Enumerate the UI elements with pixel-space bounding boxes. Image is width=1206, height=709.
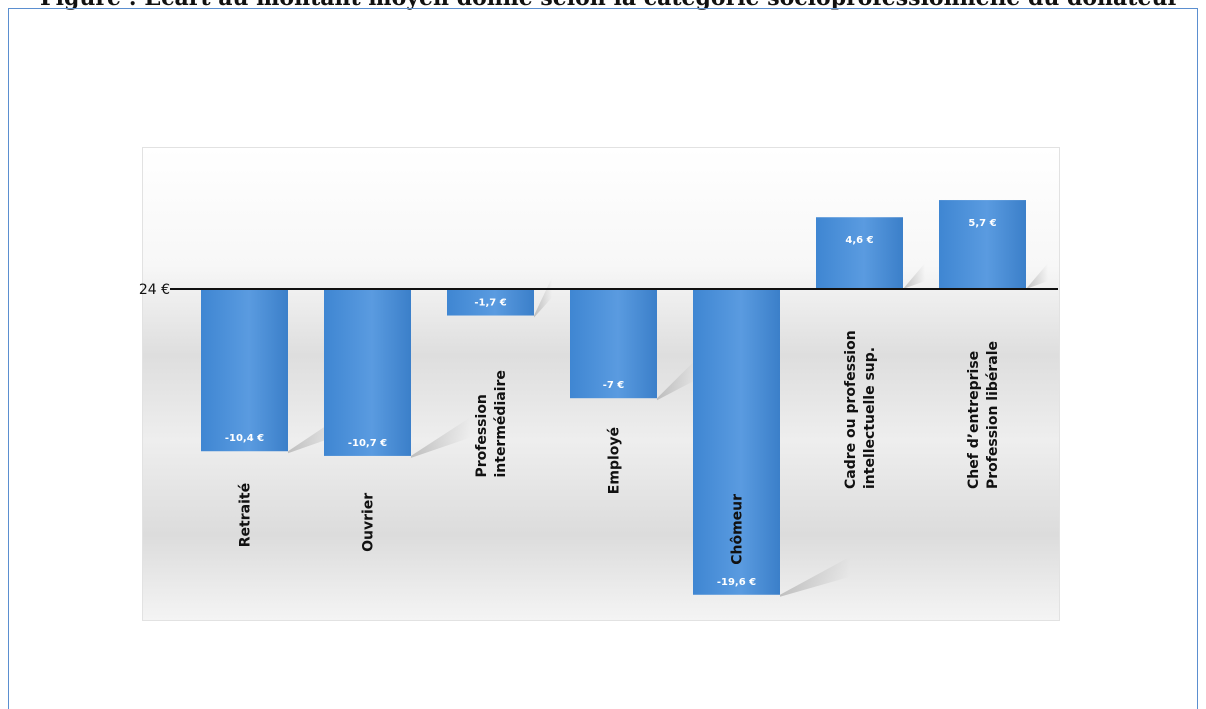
bar-value-label: -1,7 € [474, 298, 506, 309]
bar-value-label: 4,6 € [845, 235, 873, 246]
svg-text:intellectuelle sup.: intellectuelle sup. [862, 347, 878, 489]
svg-text:Chômeur: Chômeur [730, 494, 746, 565]
bar-shadow [1026, 263, 1048, 289]
page-title: Figure : Écart au montant moyen donné se… [40, 0, 1206, 10]
document-frame [8, 8, 1198, 709]
category-label: Employé [607, 427, 623, 494]
category-label: Cadre ou profession intellectuelle sup. [843, 330, 878, 489]
category-label: Profession intermédiaire [474, 370, 509, 477]
svg-text:Chef d’entreprise: Chef d’entreprise [966, 351, 982, 489]
category-label: Chef d’entreprise Profession libérale [966, 341, 1001, 489]
svg-text:Ouvrier: Ouvrier [361, 493, 377, 552]
bar-value-label: -10,4 € [225, 433, 264, 444]
bar [201, 289, 288, 452]
svg-text:Employé: Employé [607, 427, 623, 494]
baseline-label: 24 € [139, 282, 170, 298]
svg-text:intermédiaire: intermédiaire [493, 370, 509, 477]
svg-text:Profession: Profession [474, 394, 490, 477]
bar-value-label: -7 € [603, 380, 625, 391]
bar [447, 289, 534, 316]
bar-chart: -10,4 € Retraité -10,7 € Ouvrier -1,7 € Profe… [139, 200, 1058, 597]
bar-value-label: 5,7 € [968, 218, 996, 229]
bar-shadow [903, 263, 925, 289]
bar [570, 289, 657, 399]
bar-shadow [657, 360, 696, 401]
bar [324, 289, 411, 456]
svg-text:Cadre ou profession: Cadre ou profession [843, 330, 859, 489]
bar [816, 217, 903, 289]
bar-shadow [411, 417, 470, 458]
svg-text:Profession libérale: Profession libérale [985, 341, 1001, 489]
bar-value-label: -10,7 € [348, 438, 387, 449]
bar [939, 200, 1026, 289]
bar-shadow [534, 277, 552, 318]
category-label: Retraité [238, 483, 254, 547]
bar-value-label: -19,6 € [717, 577, 756, 588]
bar [693, 289, 780, 595]
category-label: Chômeur [730, 494, 746, 565]
svg-text:Retraité: Retraité [238, 483, 254, 547]
category-label: Ouvrier [361, 493, 377, 552]
bar-shadow [780, 556, 850, 597]
